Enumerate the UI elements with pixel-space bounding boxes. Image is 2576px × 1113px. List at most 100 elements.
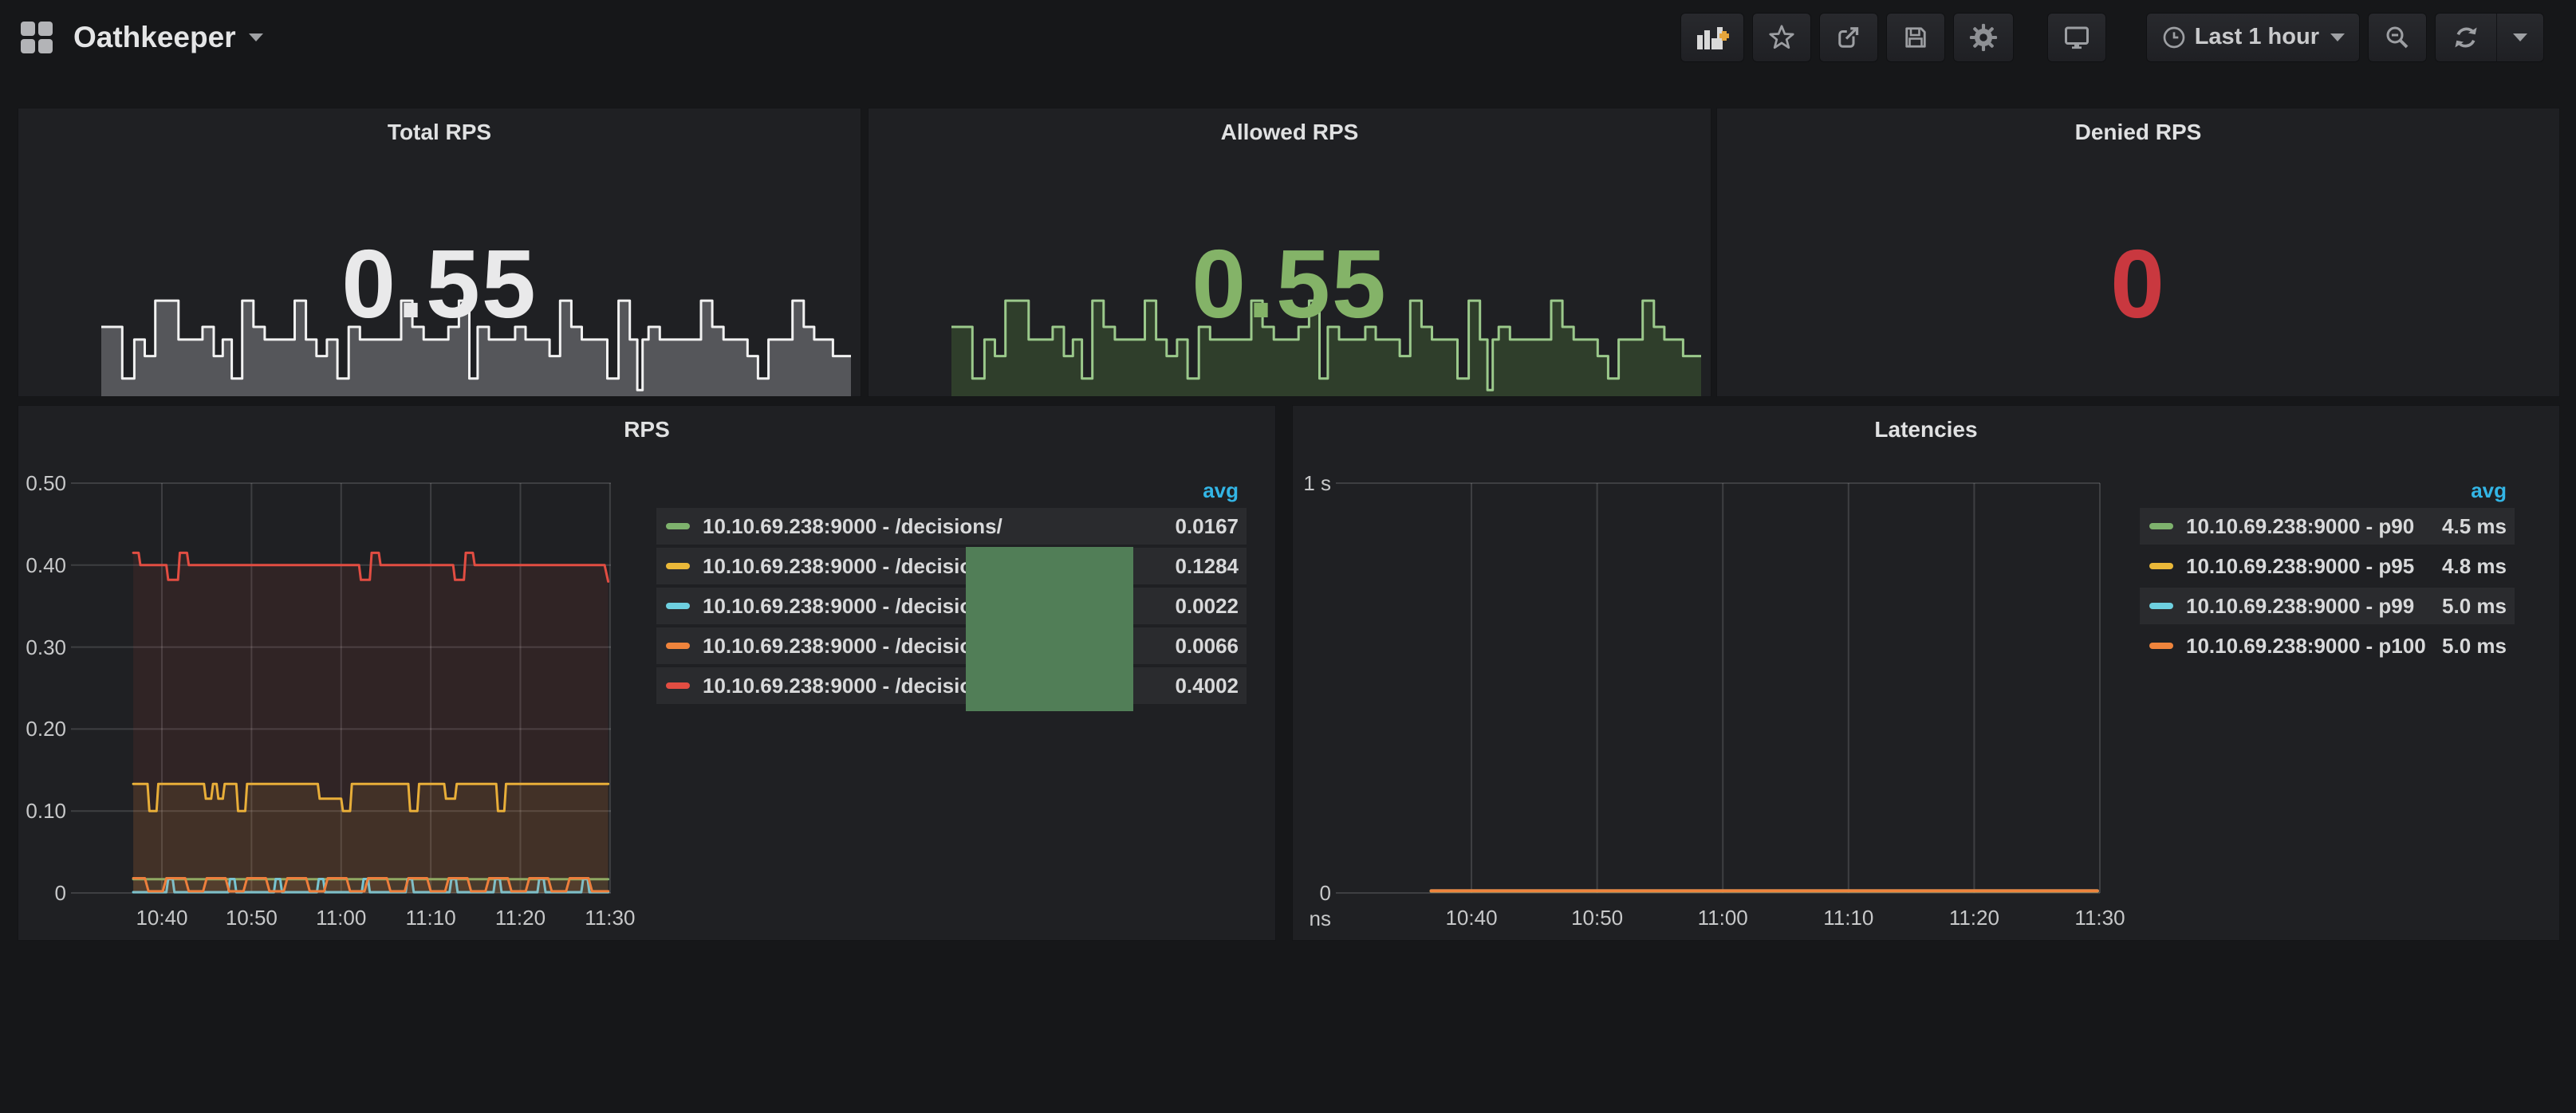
legend-series-row[interactable]: 10.10.69.238:9000 - p100 5.0 ms <box>2140 627 2515 664</box>
y-axis-tick-label: 0 ns <box>1309 881 1331 930</box>
save-icon <box>1905 26 1926 48</box>
x-axis-tick-label: 10:50 <box>1571 906 1624 930</box>
panel-title[interactable]: Total RPS <box>387 120 492 144</box>
zoom-out-icon <box>2386 26 2409 48</box>
series-avg-value: 0.0066 <box>1175 633 1239 658</box>
legend-header: avg <box>2140 473 2515 508</box>
series-avg-value: 0.0167 <box>1175 513 1239 538</box>
settings-button[interactable] <box>1952 12 2014 62</box>
x-axis-tick-label: 10:40 <box>136 906 188 930</box>
series-label: 10.10.69.238:9000 - p100 <box>2186 633 2426 658</box>
series-label: 10.10.69.238:9000 - /decisions/ <box>703 633 1002 658</box>
sparkline <box>951 299 1701 396</box>
legend-header: avg <box>656 473 1247 508</box>
x-axis-tick-label: 11:10 <box>1823 906 1874 930</box>
y-axis-tick-label: 0.40 <box>26 553 66 577</box>
legend-avg-header[interactable]: avg <box>2471 478 2507 502</box>
dashboard-title-caret-icon[interactable] <box>248 33 263 41</box>
series-avg-value: 4.8 ms <box>2442 553 2507 578</box>
series-color-swatch <box>666 603 690 609</box>
series-avg-value: 5.0 ms <box>2442 593 2507 618</box>
panel-allowed-rps: Allowed RPS 0.55 <box>868 108 1711 397</box>
refresh-button-group <box>2435 12 2544 62</box>
y-axis-tick-label: 0.10 <box>26 799 66 824</box>
stat-value: 0.55 <box>1191 230 1388 338</box>
x-axis-tick-label: 10:40 <box>1445 906 1498 930</box>
x-axis-tick-label: 11:10 <box>405 906 456 930</box>
legend-series-row[interactable]: 10.10.69.238:9000 - p90 4.5 ms <box>2140 508 2515 545</box>
save-button[interactable] <box>1885 12 1945 62</box>
sparkline <box>101 299 851 396</box>
panel-denied-rps: Denied RPS 0 <box>1716 108 2560 397</box>
panel-title[interactable]: Latencies <box>1874 417 1978 442</box>
legend-series-row[interactable]: 10.10.69.238:9000 - /decisions/0.4002 <box>656 667 1247 704</box>
series-label: 10.10.69.238:9000 - p95 <box>2186 553 2415 578</box>
panel-title[interactable]: Allowed RPS <box>1220 120 1359 144</box>
time-range-picker[interactable]: Last 1 hour <box>2145 12 2360 62</box>
x-axis-tick-label: 11:20 <box>1948 906 1999 930</box>
series-avg-value: 0.1284 <box>1175 553 1239 578</box>
series-label: 10.10.69.238:9000 - p99 <box>2186 593 2415 618</box>
x-axis-tick-label: 10:50 <box>225 906 278 930</box>
monitor-icon <box>2064 26 2089 49</box>
series-color-swatch <box>2149 563 2173 569</box>
legend-series-row[interactable]: 10.10.69.238:9000 - /decisions/0.0066 <box>656 627 1247 664</box>
graph-legend: avg 10.10.69.238:9000 - p90 4.5 ms 10.10.69… <box>2140 473 2515 667</box>
add-panel-button[interactable] <box>1680 12 1744 62</box>
logo-square <box>21 21 35 36</box>
series-color-swatch <box>666 643 690 649</box>
y-axis-tick-label: 0.30 <box>26 635 66 659</box>
series-color-swatch <box>2149 643 2173 649</box>
legend-avg-header[interactable]: avg <box>1203 478 1239 502</box>
clock-icon <box>2163 26 2185 48</box>
y-axis-tick-label: 0.50 <box>26 471 66 495</box>
refresh-caret-icon <box>2513 33 2527 41</box>
series-label: 10.10.69.238:9000 - /decisions/ <box>703 513 1002 538</box>
legend-series-row[interactable]: 10.10.69.238:9000 - p95 4.8 ms <box>2140 548 2515 584</box>
refresh-icon <box>2455 26 2477 48</box>
add-panel-icon <box>1696 26 1729 49</box>
series-color-swatch <box>2149 603 2173 609</box>
series-color-swatch <box>2149 523 2173 529</box>
legend-series-row[interactable]: 10.10.69.238:9000 - p99 5.0 ms <box>2140 588 2515 624</box>
time-range-caret-icon <box>2330 33 2345 41</box>
graph-plot-area[interactable] <box>1293 406 2561 942</box>
cycle-view-button[interactable] <box>2046 12 2106 62</box>
series-label: 10.10.69.238:9000 - /decisions/ <box>703 673 1002 698</box>
top-navbar: Oathkeeper <box>0 0 2576 74</box>
zoom-out-button[interactable] <box>2368 12 2427 62</box>
series-avg-value: 0.0022 <box>1175 593 1239 618</box>
series-avg-value: 5.0 ms <box>2442 633 2507 658</box>
legend-series-row[interactable]: 10.10.69.238:9000 - /decisions/0.1284 <box>656 548 1247 584</box>
star-icon <box>1769 24 1794 49</box>
time-range-label: Last 1 hour <box>2194 24 2319 49</box>
panel-title[interactable]: RPS <box>624 417 670 442</box>
star-button[interactable] <box>1751 12 1811 62</box>
stat-value: 0 <box>2110 230 2166 338</box>
y-axis-tick-label: 0 <box>54 881 66 905</box>
legend-series-row[interactable]: 10.10.69.238:9000 - /decisions/0.0167 <box>656 508 1247 545</box>
series-label: 10.10.69.238:9000 - /decisions/ <box>703 593 1002 618</box>
tooltip-box <box>966 547 1133 711</box>
panel-title[interactable]: Denied RPS <box>2074 120 2202 144</box>
dashboard-title[interactable]: Oathkeeper <box>73 20 236 53</box>
share-icon <box>1837 26 1858 48</box>
legend-series-row[interactable]: 10.10.69.238:9000 - /decisions/0.0022 <box>656 588 1247 624</box>
refresh-interval-dropdown[interactable] <box>2496 13 2543 61</box>
refresh-button[interactable] <box>2436 14 2496 61</box>
gear-icon <box>1969 23 1997 51</box>
x-axis-tick-label: 11:00 <box>1697 906 1748 930</box>
panel-rps-graph: RPS 0 0.10 0.20 0.30 0.40 0.50 10:40 10:50 11:00… <box>18 405 1276 941</box>
logo-square <box>38 38 53 53</box>
y-axis-tick-label: 0.20 <box>26 717 66 741</box>
series-avg-value: 0.4002 <box>1175 673 1239 698</box>
series-avg-value: 4.5 ms <box>2442 513 2507 538</box>
graph-plot-area[interactable] <box>18 406 1277 942</box>
x-axis-tick-label: 11:00 <box>316 906 367 930</box>
grafana-logo[interactable] <box>21 21 53 53</box>
series-color-swatch <box>666 682 690 689</box>
logo-square <box>21 38 35 53</box>
share-button[interactable] <box>1818 12 1878 62</box>
x-axis-tick-label: 11:20 <box>494 906 546 930</box>
panel-total-rps: Total RPS 0.55 <box>18 108 861 397</box>
